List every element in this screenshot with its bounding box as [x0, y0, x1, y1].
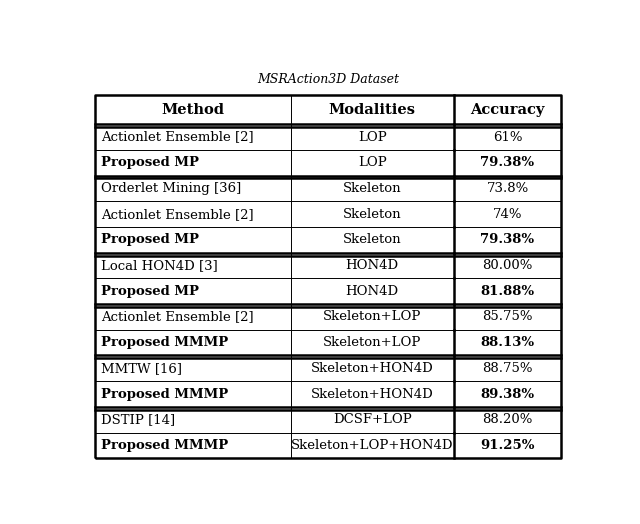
Text: 79.38%: 79.38%: [481, 156, 534, 169]
Text: 61%: 61%: [493, 130, 522, 144]
Text: Skeleton+HON4D: Skeleton+HON4D: [311, 388, 434, 400]
Text: Skeleton+LOP+HON4D: Skeleton+LOP+HON4D: [291, 439, 454, 452]
Text: 88.13%: 88.13%: [481, 336, 534, 349]
Text: Proposed MP: Proposed MP: [101, 285, 199, 298]
Text: 73.8%: 73.8%: [486, 182, 529, 195]
Text: 88.20%: 88.20%: [483, 413, 532, 426]
Text: 74%: 74%: [493, 208, 522, 221]
Text: Skeleton+HON4D: Skeleton+HON4D: [311, 362, 434, 375]
Text: MSRAction3D Dataset: MSRAction3D Dataset: [257, 73, 399, 86]
Text: Method: Method: [161, 103, 224, 117]
Text: Proposed MP: Proposed MP: [101, 233, 199, 246]
Text: 81.88%: 81.88%: [481, 285, 534, 298]
Text: Orderlet Mining [36]: Orderlet Mining [36]: [101, 182, 241, 195]
Text: HON4D: HON4D: [346, 259, 399, 272]
Text: Skeleton: Skeleton: [343, 233, 402, 246]
Text: Accuracy: Accuracy: [470, 103, 545, 117]
Text: Proposed MP: Proposed MP: [101, 156, 199, 169]
Text: Proposed MMMP: Proposed MMMP: [101, 336, 228, 349]
Text: 79.38%: 79.38%: [481, 233, 534, 246]
Text: Skeleton+LOP: Skeleton+LOP: [323, 336, 422, 349]
Text: Actionlet Ensemble [2]: Actionlet Ensemble [2]: [101, 208, 254, 221]
Text: LOP: LOP: [358, 130, 387, 144]
Text: Skeleton: Skeleton: [343, 208, 402, 221]
Text: Proposed MMMP: Proposed MMMP: [101, 388, 228, 400]
Text: Skeleton+LOP: Skeleton+LOP: [323, 310, 422, 323]
Text: DSTIP [14]: DSTIP [14]: [101, 413, 175, 426]
Text: 89.38%: 89.38%: [481, 388, 534, 400]
Text: 91.25%: 91.25%: [480, 439, 535, 452]
Text: Actionlet Ensemble [2]: Actionlet Ensemble [2]: [101, 310, 254, 323]
Text: Proposed MMMP: Proposed MMMP: [101, 439, 228, 452]
Text: DCSF+LOP: DCSF+LOP: [333, 413, 412, 426]
Text: 88.75%: 88.75%: [483, 362, 532, 375]
Text: Local HON4D [3]: Local HON4D [3]: [101, 259, 218, 272]
Text: HON4D: HON4D: [346, 285, 399, 298]
Text: 85.75%: 85.75%: [483, 310, 532, 323]
Text: LOP: LOP: [358, 156, 387, 169]
Text: Modalities: Modalities: [329, 103, 416, 117]
Text: 80.00%: 80.00%: [483, 259, 532, 272]
Text: MMTW [16]: MMTW [16]: [101, 362, 182, 375]
Text: Skeleton: Skeleton: [343, 182, 402, 195]
Text: Actionlet Ensemble [2]: Actionlet Ensemble [2]: [101, 130, 254, 144]
